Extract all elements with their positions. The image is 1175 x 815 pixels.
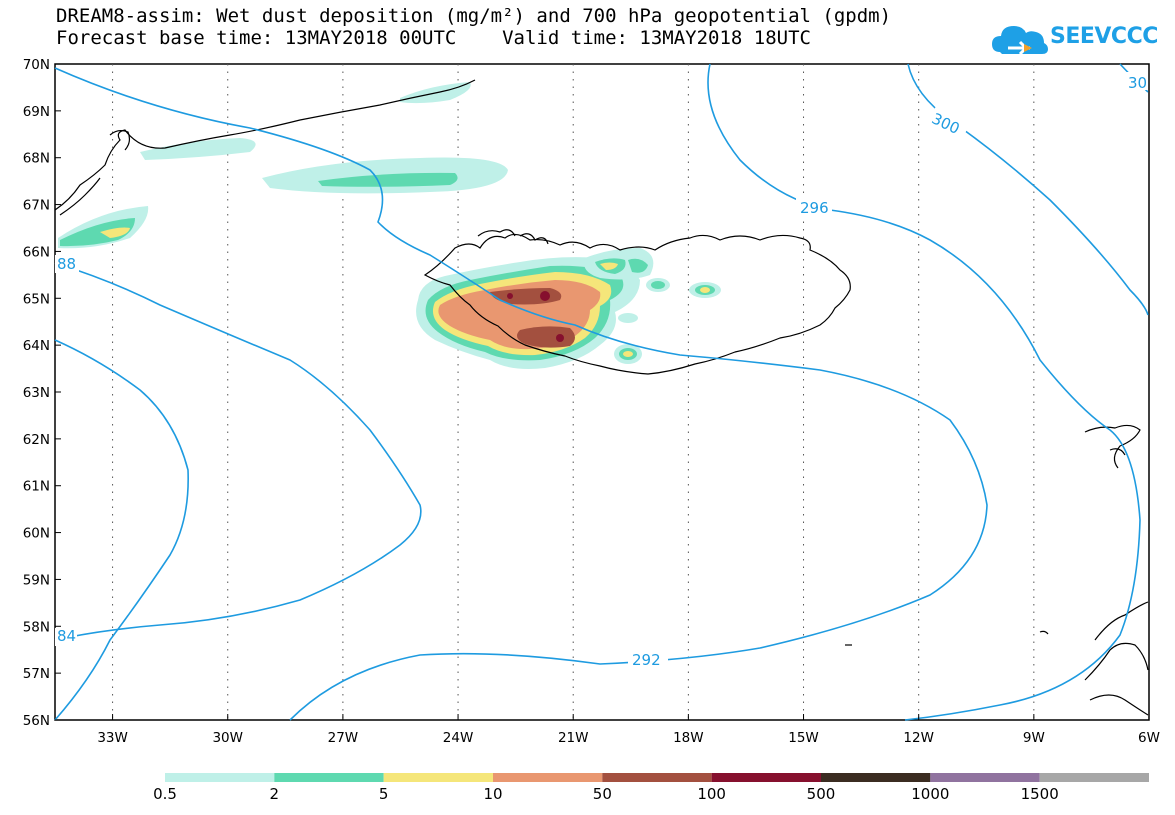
lat-label: 67N (23, 198, 50, 214)
plot-frame (54, 63, 1150, 721)
lat-label: 69N (23, 104, 50, 120)
colorbar-segment (274, 773, 384, 782)
lon-label: 21W (558, 730, 589, 746)
chart-subtitle: Forecast base time: 13MAY2018 00UTC Vali… (56, 27, 811, 49)
colorbar-label: 2 (269, 785, 280, 803)
logo-text: SEEVCCC (1050, 24, 1158, 49)
lon-label: 6W (1138, 730, 1160, 746)
contour-label: 84 (57, 627, 76, 645)
lon-label: 30W (212, 730, 243, 746)
colorbar-segment (711, 773, 821, 782)
latitude-axis: 70N 69N 68N 67N 66N 65N 64N 63N 62N 61N 60N 59N 58N 5… (23, 57, 61, 729)
lat-label: 59N (23, 572, 50, 588)
cloud-icon (992, 26, 1048, 56)
lon-label: 9W (1023, 730, 1045, 746)
contour-label: 88 (57, 255, 76, 273)
chart-title: DREAM8-assim: Wet dust deposition (mg/m²… (56, 5, 892, 27)
lon-label: 12W (903, 730, 934, 746)
colorbar-label: 500 (806, 785, 836, 803)
lat-label: 64N (23, 338, 50, 354)
lat-label: 66N (23, 244, 50, 260)
lat-label: 70N (23, 57, 50, 73)
lat-label: 60N (23, 526, 50, 542)
lat-label: 58N (23, 619, 50, 635)
colorbar-label: 1000 (911, 785, 950, 803)
colorbar-segment (165, 773, 275, 782)
contour-labels: 30 300 296 88 84 292 (55, 72, 1147, 669)
coastlines (54, 79, 1149, 716)
lon-label: 24W (443, 730, 474, 746)
lat-label: 65N (23, 291, 50, 307)
geopotential-contours (54, 63, 1149, 721)
lat-label: 62N (23, 432, 50, 448)
dust-deposition-field (58, 82, 721, 369)
lat-label: 57N (23, 666, 50, 682)
colorbar-segment (602, 773, 712, 782)
lon-label: 27W (328, 730, 359, 746)
lon-label: 15W (788, 730, 819, 746)
colorbar-segment (1039, 773, 1149, 782)
lat-label: 61N (23, 479, 50, 495)
colorbar-segment (930, 773, 1040, 782)
lon-label: 33W (97, 730, 128, 746)
colorbar (165, 773, 1149, 782)
colorbar-label: 1500 (1020, 785, 1059, 803)
colorbar-segment (383, 773, 493, 782)
contour-label: 30 (1128, 74, 1147, 92)
colorbar-labels: 0.5 2 5 10 50 100 500 1000 1500 (0, 780, 1175, 803)
contour-label: 296 (800, 199, 829, 217)
colorbar-segment (493, 773, 603, 782)
colorbar-label: 0.5 (153, 785, 177, 803)
contour-label: 292 (632, 651, 661, 669)
colorbar-label: 50 (592, 785, 612, 803)
colorbar-label: 100 (697, 785, 726, 803)
colorbar-label: 10 (483, 785, 503, 803)
lat-label: 63N (23, 385, 50, 401)
longitude-axis: 33W 30W 27W 24W 21W 18W 15W 12W 9W 6W (97, 714, 1160, 746)
lat-label: 56N (23, 713, 50, 729)
lat-label: 68N (23, 151, 50, 167)
colorbar-segment (821, 773, 931, 782)
lon-label: 18W (673, 730, 704, 746)
colorbar-label: 5 (378, 785, 389, 803)
